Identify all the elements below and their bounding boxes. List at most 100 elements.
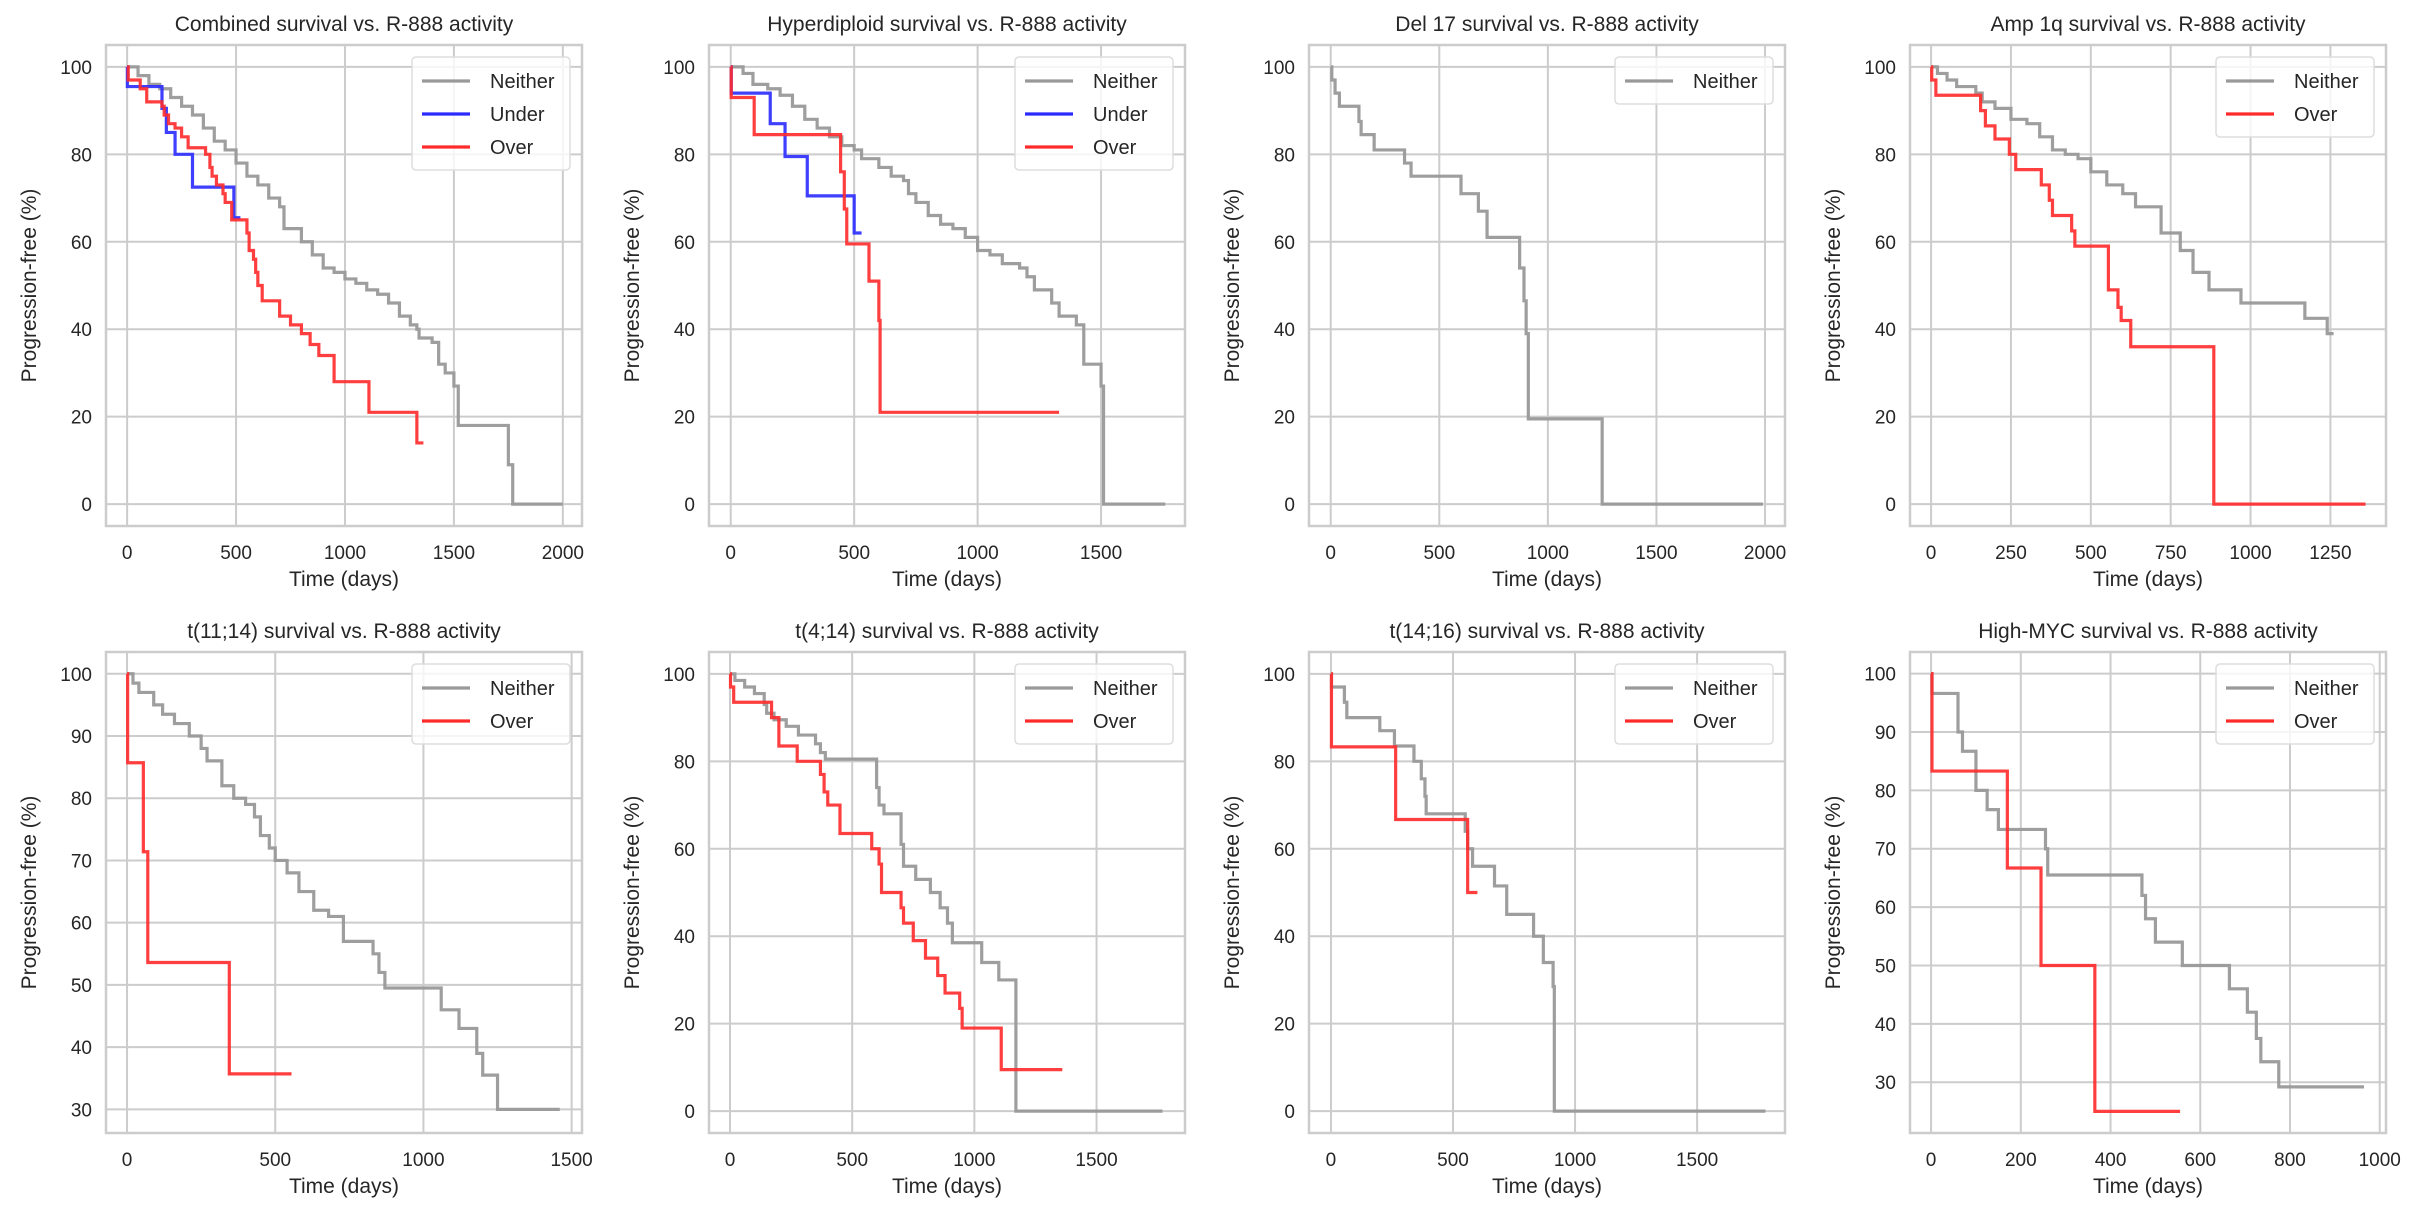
y-tick-label: 40 [1274, 320, 1295, 341]
subplot-t-14-16: 0 500 1000 1500 0 20 40 60 80 100 t(14;16) surviva… [1221, 620, 1787, 1198]
y-tick-label: 60 [71, 914, 92, 935]
x-tick-label: 500 [2075, 543, 2107, 564]
y-axis-label: Progression-free (%) [1822, 796, 1845, 990]
legend: Neither Over [1014, 663, 1174, 745]
axes-frame [707, 650, 1187, 1135]
x-tick-label: 500 [259, 1150, 291, 1171]
y-tick-label: 100 [663, 58, 695, 79]
legend-label-neither: Neither [1093, 678, 1158, 700]
y-tick-label: 100 [60, 665, 92, 686]
x-tick-label: 1500 [1075, 1150, 1117, 1171]
x-tick-label: 1000 [1554, 1150, 1596, 1171]
x-axis-label: Time (days) [1492, 568, 1602, 591]
y-tick-label: 20 [674, 1015, 695, 1036]
series-line-over [126, 672, 292, 1076]
legend-label-neither: Neither [490, 71, 555, 93]
x-tick-label: 1500 [550, 1150, 592, 1171]
x-tick-label: 0 [1926, 543, 1937, 564]
subplot-title: t(14;16) survival vs. R-888 activity [1389, 620, 1705, 643]
legend-label-under: Under [1093, 104, 1148, 126]
y-tick-label: 0 [1284, 495, 1295, 516]
x-tick-label: 500 [1423, 543, 1455, 564]
x-tick-label: 1000 [2229, 543, 2271, 564]
legend-box [1014, 663, 1174, 745]
series-line-under [125, 65, 241, 220]
y-tick-label: 80 [1274, 752, 1295, 773]
y-tick-label: 100 [1864, 58, 1896, 79]
subplot-title: High-MYC survival vs. R-888 activity [1978, 620, 2318, 643]
x-tick-label: 1000 [953, 1150, 995, 1171]
legend-label-over: Over [2294, 104, 2338, 126]
legend-label-over: Over [1093, 137, 1137, 159]
legend-box [1014, 56, 1174, 171]
series-line-over [728, 672, 1063, 1072]
axes-frame [104, 43, 584, 528]
subplot-del-17: 0 500 1000 1500 2000 0 20 40 60 80 100 Del 17 survi… [1221, 13, 1787, 591]
x-tick-label: 1000 [402, 1150, 444, 1171]
x-tick-label: 2000 [1744, 543, 1786, 564]
subplot-title: Amp 1q survival vs. R-888 activity [1990, 13, 2306, 36]
legend-label-neither: Neither [1093, 71, 1158, 93]
x-tick-label: 1500 [1080, 543, 1122, 564]
legend-box [2215, 56, 2375, 138]
legend-label-over: Over [490, 711, 534, 733]
y-tick-label: 0 [684, 495, 695, 516]
y-tick-label: 80 [71, 789, 92, 810]
y-tick-label: 100 [1263, 58, 1295, 79]
x-tick-label: 500 [220, 543, 252, 564]
y-tick-label: 60 [1875, 233, 1896, 254]
legend: Neither [1614, 56, 1774, 105]
y-axis-label: Progression-free (%) [621, 189, 644, 383]
legend-label-over: Over [1093, 711, 1137, 733]
y-tick-label: 80 [1875, 781, 1896, 802]
subplot-t-4-14: 0 500 1000 1500 0 20 40 60 80 100 t(4;14) survival… [621, 620, 1187, 1198]
y-tick-label: 60 [674, 233, 695, 254]
legend-label-neither: Neither [1693, 71, 1758, 93]
legend: Neither Over [1614, 663, 1774, 745]
x-tick-label: 0 [1926, 1150, 1937, 1171]
y-tick-label: 70 [71, 851, 92, 872]
subplot-t-11-14: 0 500 1000 1500 30 40 50 60 70 80 90 100 t(11;14) su… [18, 620, 593, 1198]
y-tick-label: 30 [71, 1100, 92, 1121]
subplot-hyperdiploid: 0 500 1000 1500 0 20 40 60 80 100 Hyperdiploid sur… [621, 13, 1187, 591]
y-tick-label: 80 [1274, 145, 1295, 166]
legend-box [411, 56, 571, 171]
x-axis-label: Time (days) [2093, 568, 2203, 591]
x-tick-label: 1000 [324, 543, 366, 564]
y-axis-label: Progression-free (%) [18, 796, 41, 990]
legend-box [1614, 56, 1774, 105]
legend: Neither Under Over [411, 56, 571, 171]
x-tick-label: 0 [725, 543, 736, 564]
legend-box [1614, 663, 1774, 745]
x-tick-label: 2000 [542, 543, 584, 564]
y-tick-label: 50 [71, 976, 92, 997]
y-tick-label: 70 [1875, 840, 1896, 861]
legend: Neither Under Over [1014, 56, 1174, 171]
y-tick-label: 20 [674, 408, 695, 429]
x-tick-label: 0 [1326, 1150, 1337, 1171]
legend-box [2215, 663, 2375, 745]
y-tick-label: 100 [663, 665, 695, 686]
y-tick-label: 90 [71, 727, 92, 748]
axes-frame [1307, 43, 1787, 528]
legend-label-neither: Neither [2294, 71, 2359, 93]
y-axis-label: Progression-free (%) [1822, 189, 1845, 383]
x-tick-label: 1500 [433, 543, 475, 564]
subplot-title: Del 17 survival vs. R-888 activity [1395, 13, 1699, 36]
series-line-over [729, 65, 1060, 414]
x-tick-label: 750 [2155, 543, 2187, 564]
series-line-neither [1931, 65, 2334, 336]
y-tick-label: 0 [1284, 1102, 1295, 1123]
subplot-title: t(11;14) survival vs. R-888 activity [187, 620, 501, 643]
y-tick-label: 80 [674, 145, 695, 166]
x-tick-label: 500 [1437, 1150, 1469, 1171]
axes-frame [1908, 650, 2388, 1135]
x-tick-label: 1000 [2359, 1150, 2401, 1171]
x-tick-label: 1000 [1527, 543, 1569, 564]
legend-label-over: Over [490, 137, 534, 159]
y-tick-label: 100 [1263, 665, 1295, 686]
y-tick-label: 60 [1875, 898, 1896, 919]
x-axis-label: Time (days) [1492, 1175, 1602, 1198]
legend-label-neither: Neither [490, 678, 555, 700]
